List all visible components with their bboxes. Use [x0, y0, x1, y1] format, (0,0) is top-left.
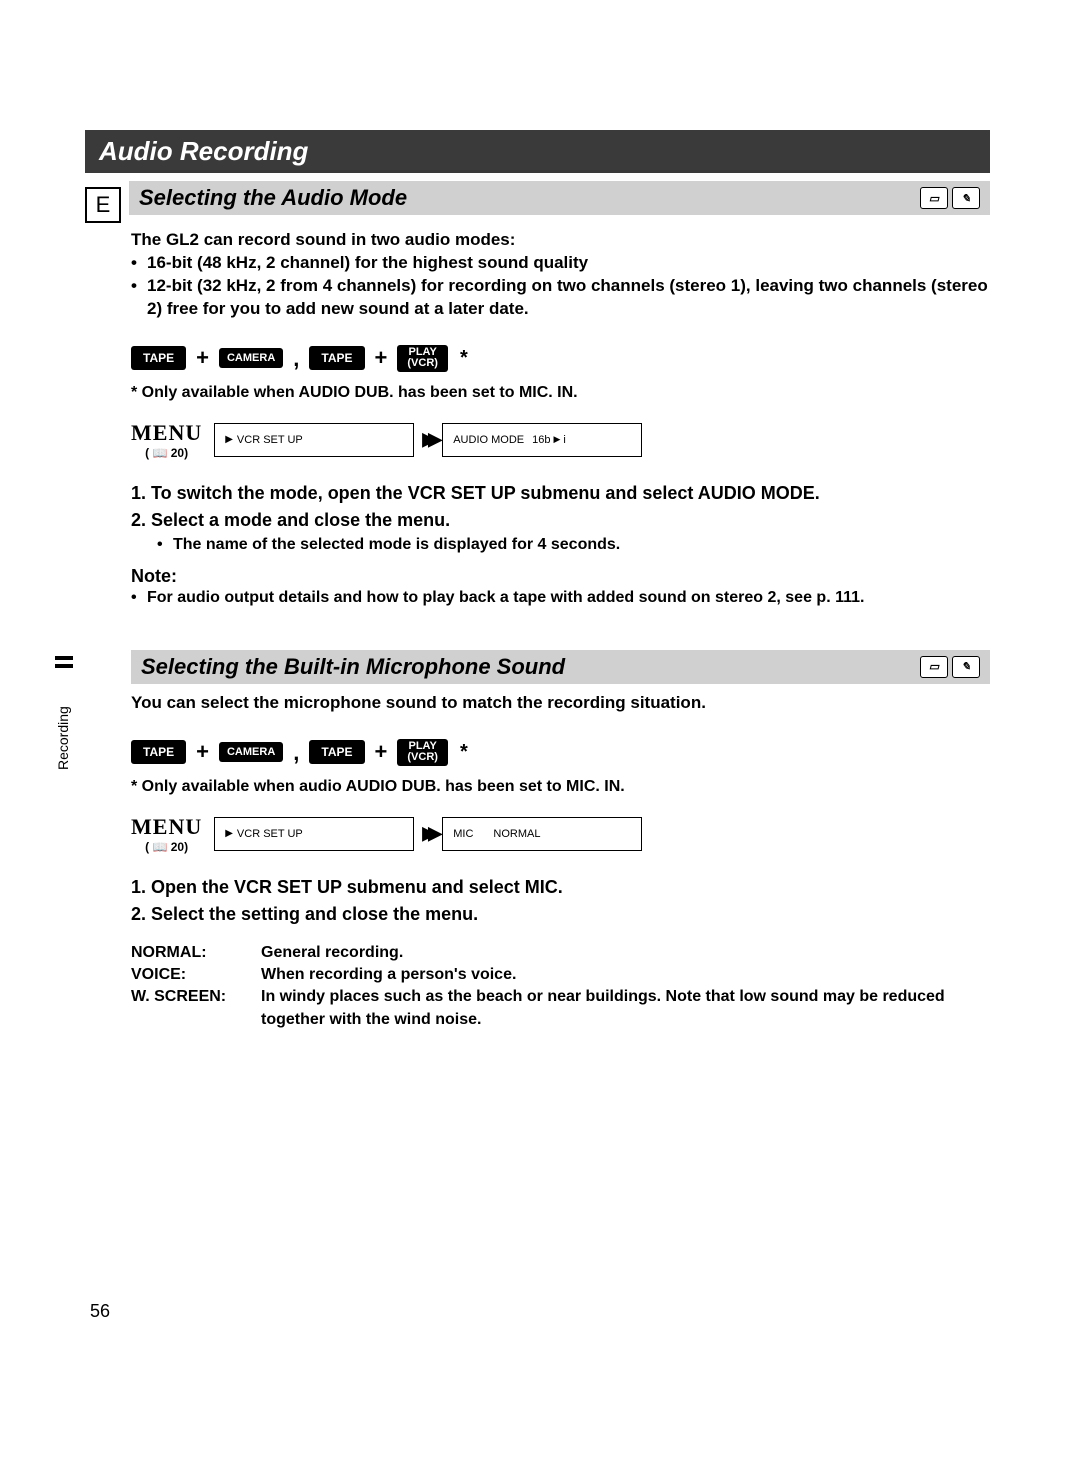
- settings-table: NORMAL: General recording. VOICE: When r…: [131, 942, 990, 1032]
- tape-badge: TAPE: [131, 346, 186, 370]
- section1-bullets: 16-bit (48 kHz, 2 channel) for the highe…: [131, 252, 990, 321]
- menu-path-row: MENU ( 📖 20) ▶ VCR SET UP ▶▶ AUDIO MODE …: [131, 420, 990, 460]
- menu-label: MENU: [131, 420, 202, 446]
- step: 1. Open the VCR SET UP submenu and selec…: [131, 874, 990, 901]
- bullet-item: 16-bit (48 kHz, 2 channel) for the highe…: [131, 252, 990, 275]
- asterisk: *: [460, 741, 468, 764]
- section2-intro: You can select the microphone sound to m…: [131, 692, 990, 715]
- plus-icon: +: [375, 739, 388, 765]
- play-vcr-badge: PLAY (VCR): [397, 739, 448, 766]
- page-title: Audio Recording: [99, 136, 308, 166]
- cassette-icon: ▭: [920, 656, 948, 678]
- triangle-icon: ▶: [225, 434, 233, 445]
- step: 1. To switch the mode, open the VCR SET …: [131, 480, 990, 507]
- note-text: For audio output details and how to play…: [131, 587, 990, 609]
- asterisk: *: [460, 347, 468, 370]
- section2-footnote: * Only available when audio AUDIO DUB. h…: [131, 778, 990, 796]
- section1-footnote: * Only available when AUDIO DUB. has bee…: [131, 384, 990, 402]
- menu-label-box: MENU ( 📖 20): [131, 420, 202, 460]
- bullet-item: 12-bit (32 kHz, 2 from 4 channels) for r…: [131, 275, 990, 321]
- plus-icon: +: [375, 345, 388, 371]
- plus-icon: +: [196, 345, 209, 371]
- page-number: 56: [90, 1301, 110, 1322]
- menu-arrow: ▶▶: [414, 423, 442, 457]
- mode-badge-row: TAPE + CAMERA , TAPE + PLAY (VCR) *: [131, 739, 990, 766]
- camera-badge: CAMERA: [219, 742, 283, 762]
- camera-badge: CAMERA: [219, 348, 283, 368]
- step: 2. Select a mode and close the menu.: [131, 507, 990, 534]
- mode-icons: ▭ ✎: [920, 656, 980, 678]
- comma: ,: [293, 346, 299, 372]
- section2: Recording Selecting the Built-in Microph…: [85, 650, 990, 1032]
- triangle-icon: ▶: [553, 434, 560, 445]
- settings-key: VOICE:: [131, 964, 261, 986]
- language-badge: E: [85, 187, 121, 223]
- settings-value: In windy places such as the beach or nea…: [261, 986, 990, 1031]
- menu-path-row: MENU ( 📖 20) ▶ VCR SET UP ▶▶ MIC NORMAL: [131, 814, 990, 854]
- side-tab-label: Recording: [55, 706, 71, 770]
- note-label: Note:: [131, 566, 990, 587]
- menu-page-ref: ( 📖 20): [131, 840, 202, 854]
- play-vcr-badge: PLAY (VCR): [397, 345, 448, 372]
- menu-label: MENU: [131, 814, 202, 840]
- tape-badge: TAPE: [309, 740, 364, 764]
- section-marker-bars: [55, 656, 73, 670]
- tape-badge: TAPE: [309, 346, 364, 370]
- menu-option-box: MIC NORMAL: [442, 817, 642, 851]
- section1-intro: The GL2 can record sound in two audio mo…: [131, 229, 990, 252]
- menu-arrow: ▶▶: [414, 817, 442, 851]
- settings-row: NORMAL: General recording.: [131, 942, 990, 964]
- section2-heading: Selecting the Built-in Microphone Sound …: [131, 650, 990, 684]
- settings-key: W. SCREEN:: [131, 986, 261, 1031]
- triangle-icon: ▶: [225, 828, 233, 839]
- tape-badge: TAPE: [131, 740, 186, 764]
- settings-row: W. SCREEN: In windy places such as the b…: [131, 986, 990, 1031]
- menu-page-ref: ( 📖 20): [131, 446, 202, 460]
- camera-icon: ✎: [952, 656, 980, 678]
- step: 2. Select the setting and close the menu…: [131, 901, 990, 928]
- mode-badge-row: TAPE + CAMERA , TAPE + PLAY (VCR) *: [131, 345, 990, 372]
- page-title-bar: Audio Recording: [85, 130, 990, 173]
- camera-icon: ✎: [952, 187, 980, 209]
- menu-submenu-box: ▶ VCR SET UP: [214, 423, 414, 457]
- menu-label-box: MENU ( 📖 20): [131, 814, 202, 854]
- substep: The name of the selected mode is display…: [157, 534, 990, 556]
- cassette-icon: ▭: [920, 187, 948, 209]
- settings-value: General recording.: [261, 942, 990, 964]
- mode-icons: ▭ ✎: [920, 187, 980, 209]
- menu-submenu-box: ▶ VCR SET UP: [214, 817, 414, 851]
- section1-heading: Selecting the Audio Mode ▭ ✎: [129, 181, 990, 215]
- settings-key: NORMAL:: [131, 942, 261, 964]
- comma: ,: [293, 740, 299, 766]
- menu-option-box: AUDIO MODE 16b ▶ i: [442, 423, 642, 457]
- settings-value: When recording a person's voice.: [261, 964, 990, 986]
- plus-icon: +: [196, 739, 209, 765]
- section1-header-row: E Selecting the Audio Mode ▭ ✎: [85, 181, 990, 223]
- settings-row: VOICE: When recording a person's voice.: [131, 964, 990, 986]
